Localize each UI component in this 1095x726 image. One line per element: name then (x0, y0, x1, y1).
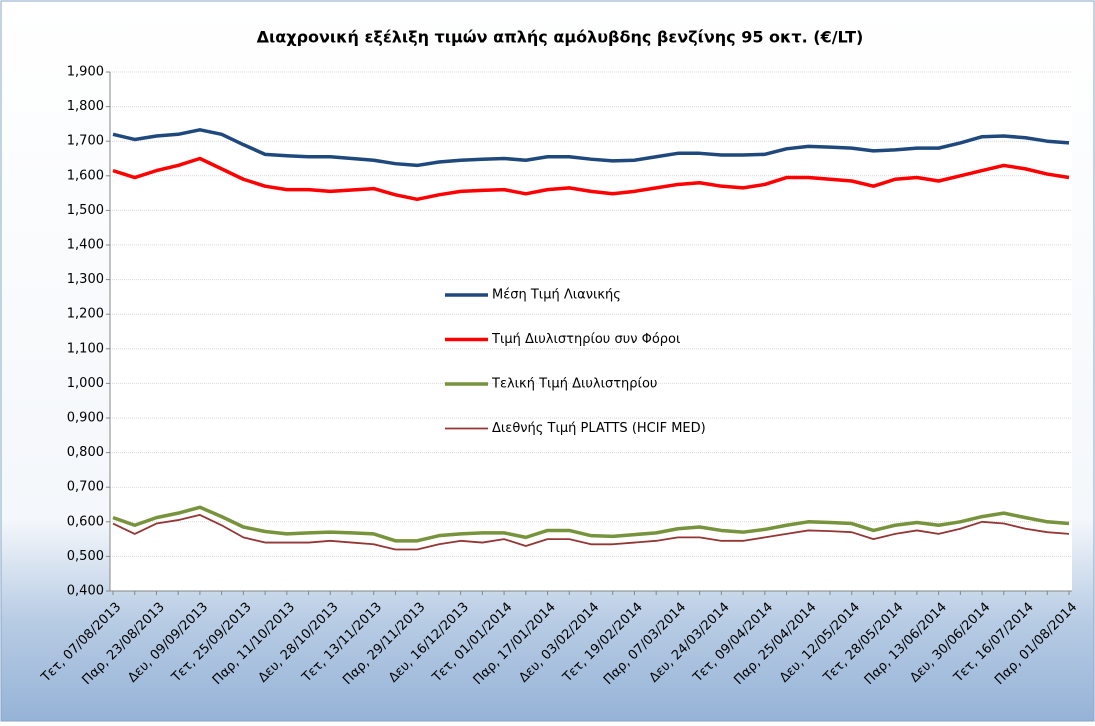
y-tick-label: 1,500 (67, 203, 104, 218)
y-tick-label: 1,600 (67, 168, 104, 183)
y-tick-label: 0,800 (67, 445, 104, 460)
series-line (112, 128, 1070, 168)
y-tick-label: 1,800 (67, 99, 104, 114)
legend-label: Τιμή Διυλιστηρίου συν Φόροι (491, 332, 680, 347)
y-tick-label: 1,300 (67, 272, 104, 287)
series-line (112, 513, 1070, 551)
y-tick-label: 1,200 (67, 307, 104, 322)
y-tick-label: 1,700 (67, 134, 104, 149)
y-tick-label: 1,100 (67, 341, 104, 356)
y-tick-label: 0,900 (67, 411, 104, 426)
y-tick-label: 0,500 (67, 549, 104, 564)
y-tick-label: 0,700 (67, 480, 104, 495)
y-tick-label: 1,900 (67, 65, 104, 80)
legend-label: Διεθνής Τιμή PLATTS (HCIF MED) (492, 421, 706, 436)
y-tick-label: 0,600 (67, 514, 104, 529)
series-line (112, 505, 1070, 543)
legend-label: Μέση Τιμή Λιανικής (492, 288, 621, 303)
legend-label: Τελική Τιμή Διυλιστηρίου (491, 377, 657, 392)
y-tick-label: 1,000 (67, 376, 104, 391)
chart-title: Διαχρονική εξέλιξη τιμών απλής αμόλυβδης… (257, 28, 864, 47)
y-tick-label: 0,400 (67, 584, 104, 599)
series-line (112, 156, 1070, 202)
y-tick-label: 1,400 (67, 238, 104, 253)
